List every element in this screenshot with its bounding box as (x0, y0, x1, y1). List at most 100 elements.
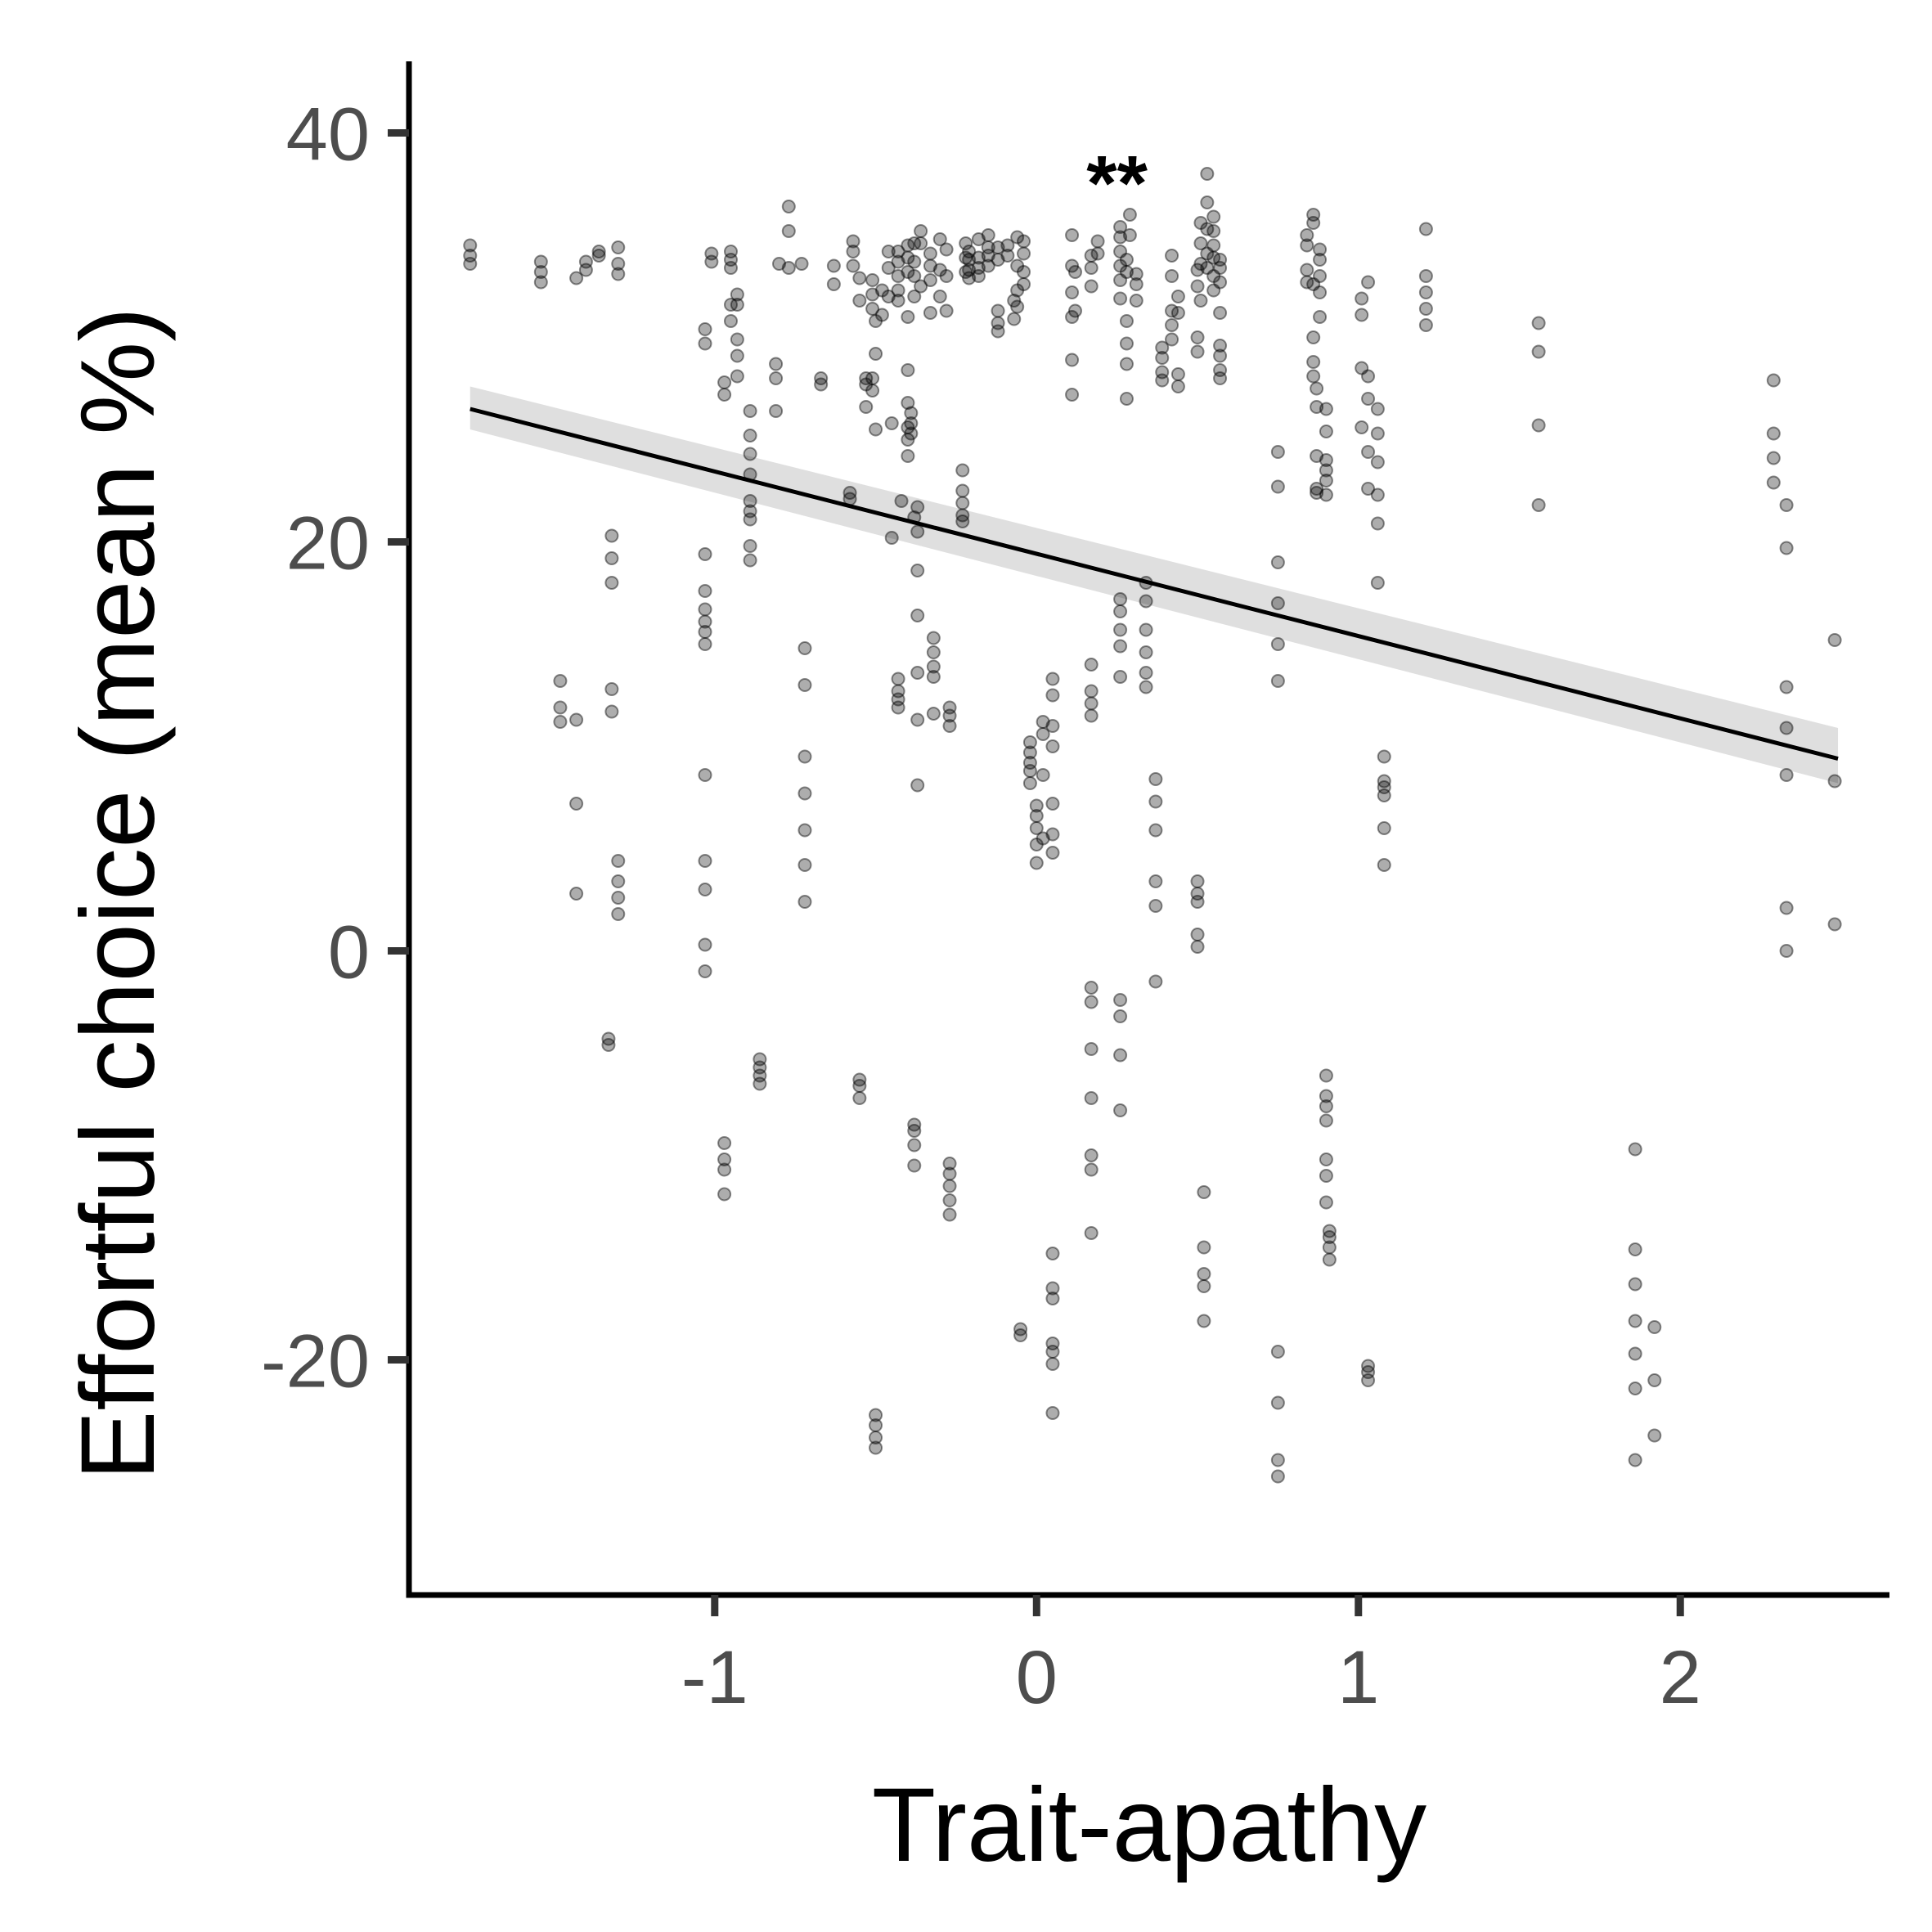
data-point (611, 874, 626, 888)
data-point (1300, 228, 1314, 242)
data-point (1190, 344, 1205, 359)
data-point (730, 298, 744, 312)
data-point (1045, 1357, 1060, 1371)
data-point (962, 245, 977, 258)
data-point (1113, 592, 1128, 606)
data-point (1200, 246, 1215, 261)
data-point (1313, 269, 1328, 283)
data-point (1779, 721, 1794, 735)
data-point (910, 524, 925, 539)
data-point (881, 261, 896, 275)
data-point (955, 496, 970, 510)
data-point (891, 692, 905, 707)
data-point (1370, 516, 1385, 531)
data-point (1310, 400, 1324, 414)
data-point (569, 887, 584, 901)
x-tick-label: -1 (681, 1636, 748, 1719)
data-point (1148, 974, 1163, 989)
data-point (1113, 1103, 1128, 1117)
data-point (1084, 696, 1099, 711)
data-point (959, 265, 973, 279)
data-point (1113, 258, 1128, 273)
data-point (1206, 224, 1221, 238)
data-point (463, 249, 478, 263)
data-point (865, 384, 880, 398)
data-point (1319, 1068, 1333, 1083)
regression-line (470, 407, 1839, 761)
data-point (781, 200, 796, 213)
data-point (1319, 1113, 1333, 1128)
data-point (743, 429, 757, 443)
data-point (723, 314, 738, 328)
data-point (959, 236, 973, 250)
data-point (717, 375, 732, 389)
data-point (1200, 167, 1215, 181)
data-point (1084, 658, 1099, 672)
points-layer (463, 167, 1842, 1484)
data-point (1084, 1226, 1099, 1240)
data-point (1418, 269, 1433, 283)
data-point (1313, 242, 1328, 257)
data-point (1190, 928, 1205, 941)
x-axis-title: Trait-apathy (872, 1767, 1427, 1884)
data-point (1355, 361, 1369, 375)
data-point (730, 332, 744, 347)
data-point (1122, 208, 1137, 222)
data-point (1170, 306, 1185, 320)
y-tick-label: 20 (286, 502, 370, 586)
data-point (1377, 780, 1391, 794)
data-point (914, 236, 928, 250)
data-point (1197, 1267, 1211, 1281)
data-point (1010, 283, 1025, 298)
data-point (1084, 279, 1099, 294)
data-point (926, 631, 941, 645)
data-point (1213, 306, 1228, 320)
data-point (981, 228, 995, 242)
data-point (1129, 277, 1143, 291)
data-point (955, 483, 970, 498)
data-point (1065, 258, 1080, 273)
data-point (1779, 901, 1794, 915)
data-point (971, 250, 986, 265)
data-point (1370, 576, 1385, 590)
data-point (1310, 449, 1324, 463)
data-point (881, 290, 896, 303)
data-point (1148, 794, 1163, 809)
data-point (852, 294, 867, 308)
data-point (914, 279, 928, 294)
data-point (1361, 1365, 1376, 1379)
data-point (891, 269, 905, 283)
data-point (991, 316, 1005, 330)
data-point (794, 257, 809, 271)
data-point (698, 625, 712, 639)
data-point (907, 290, 922, 303)
data-point (932, 290, 947, 303)
data-point (1113, 291, 1128, 306)
data-point (1322, 1240, 1337, 1255)
data-point (932, 232, 947, 246)
data-point (1139, 645, 1153, 659)
data-point (1213, 371, 1228, 385)
data-point (781, 224, 796, 238)
data-point (1193, 294, 1208, 308)
data-point (865, 371, 880, 385)
x-tick-label: 1 (1337, 1636, 1379, 1719)
x-tick-label: 0 (1016, 1636, 1058, 1719)
data-point (1322, 1230, 1337, 1244)
data-point (826, 277, 841, 291)
data-point (1119, 253, 1134, 267)
data-point (1361, 1359, 1376, 1373)
data-point (884, 531, 899, 545)
data-point (1628, 1242, 1642, 1256)
data-point (869, 314, 883, 328)
data-point (1531, 316, 1546, 330)
data-point (1361, 275, 1376, 290)
data-point (1319, 1195, 1333, 1210)
data-point (1022, 776, 1037, 790)
data-point (962, 263, 977, 277)
data-point (798, 678, 812, 692)
data-point (1213, 348, 1228, 363)
data-point (591, 249, 606, 263)
data-point (926, 707, 941, 721)
data-point (846, 234, 860, 249)
